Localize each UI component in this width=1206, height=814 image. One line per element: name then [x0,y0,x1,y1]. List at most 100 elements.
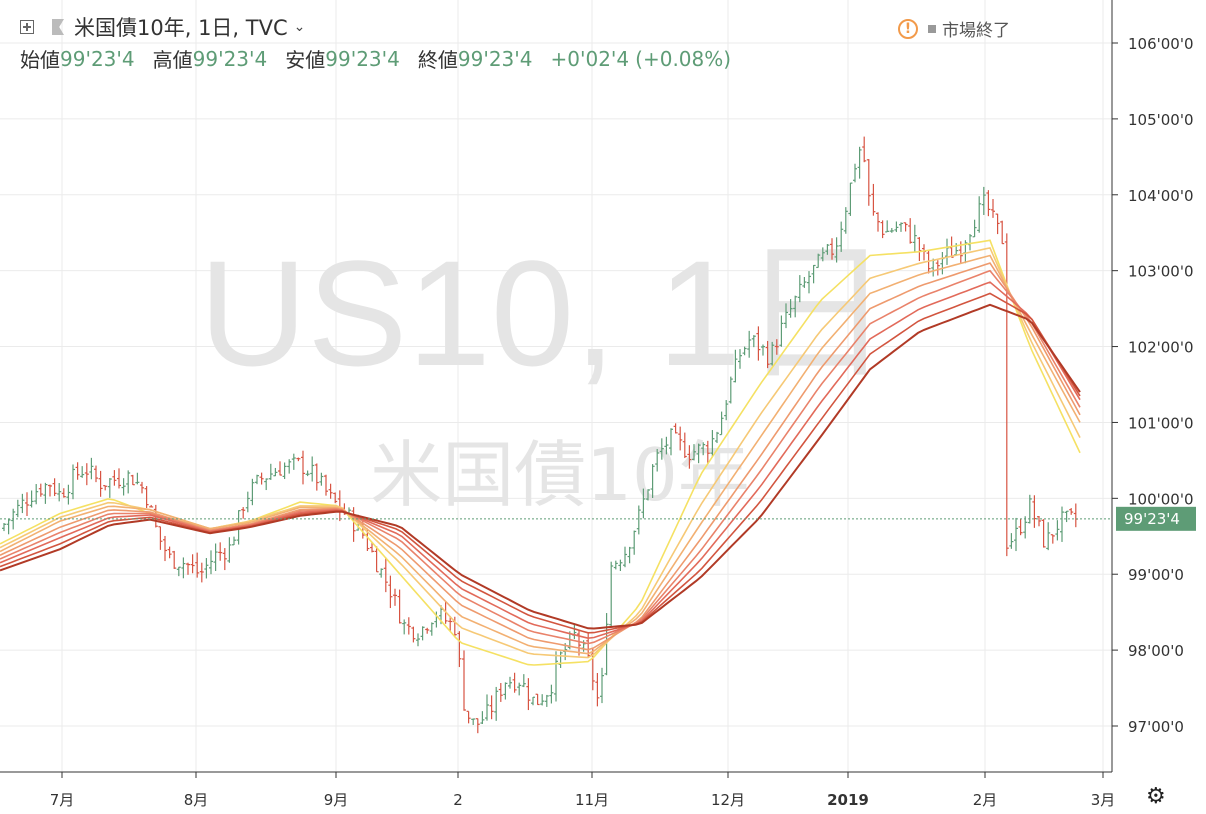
ohlc-bar [761,344,765,356]
ma-line [0,269,1081,645]
ohlc-bar [627,546,632,564]
ohlc-bar [383,557,388,593]
symbol-title[interactable]: 米国債10年, 1日, TVC [74,16,288,40]
y-tick-label: 98'00'0 [1128,642,1184,660]
ohlc-bar [222,548,227,571]
ohlc-bar [623,546,627,568]
ohlc-bar [204,558,209,579]
ohlc-bar [218,542,223,561]
ohlc-bar [52,478,57,497]
flag-icon[interactable] [52,19,64,35]
warning-icon[interactable]: ! [898,18,918,39]
ohlc-bar [903,222,908,232]
ohlc-bar [816,253,821,269]
ohlc-bar [98,470,103,497]
ohlc-bar [871,183,876,216]
low-value: 99'23'4 [325,46,400,71]
ohlc-bar [692,444,696,461]
price-axis[interactable]: 97'00'0 98'00'0 99'00'0 100'00'0 101'00'0 102… [1112,35,1194,736]
ohlc-bar [554,651,558,702]
ohlc-bar [531,696,535,706]
ohlc-bar [494,686,499,721]
last-price-label: 99'23'4 [1124,510,1180,528]
ohlc-bar [788,299,793,318]
ohlc-bar [701,442,706,456]
ohlc-bar [664,436,669,455]
y-tick-label: 105'00'0 [1128,111,1194,129]
ohlc-bar [232,536,236,546]
ohlc-bar [314,463,319,491]
chevron-down-icon[interactable]: ⌄ [293,19,306,35]
ohlc-bar [669,428,673,456]
ohlc-bar [1073,503,1078,528]
ohlc-bar [981,186,986,215]
ohlc-bar [1069,508,1074,515]
ohlc-bar [779,315,784,347]
ohlc-bar [328,483,333,499]
ma-line [0,281,1081,640]
ohlc-bar [1050,534,1055,544]
last-price-badge: 99'23'4 [1116,506,1196,531]
ohlc-bar [319,472,324,486]
ohlc-bar [172,550,177,569]
status-dot-icon [928,24,936,33]
ohlc-bar [636,505,641,535]
ohlc-bar [632,530,637,555]
ohlc-bar [935,260,940,276]
ohlc-bar [57,483,62,502]
open-label: 始値 [20,48,60,72]
ohlc-bar [176,566,181,577]
ohlc-bar [1041,519,1046,548]
ohlc-bar [517,682,522,696]
ohlc-bar [820,247,825,262]
ohlc-bar [498,682,503,702]
ohlc-bar [540,694,545,706]
ohlc-bar [604,613,609,676]
ohlc-bar [613,560,618,570]
ma-line [0,262,1081,651]
ohlc-bar [351,507,356,542]
market-status-text: 市場終了 [942,21,1010,41]
ohlc-bar [140,481,144,494]
x-tick-label: 3月 [1091,791,1116,809]
ohlc-bar [84,463,89,486]
ohlc-bar [163,535,167,562]
ohlc-bar [986,190,991,217]
close-value: 99'23'4 [457,46,533,71]
ohlc-bar [112,470,117,486]
ohlc-bar [512,672,517,693]
gear-icon[interactable]: ⚙ [1146,784,1166,809]
ohlc-bar [38,483,43,497]
x-tick-label: 9月 [324,791,349,809]
ohlc-bar [48,484,52,497]
ohlc-bar [71,464,75,500]
ohlc-bar [25,492,29,517]
ohlc-bar [241,507,246,519]
ohlc-bar [747,330,752,358]
ohlc-bar [167,546,172,559]
x-tick-label: 2 [453,791,463,809]
ohlc-bar [1064,510,1069,523]
time-axis[interactable]: 7月 8月 9月 2 11月 12月 2019 2月 3月 [50,772,1116,809]
ohlc-bar [1000,220,1005,245]
ohlc-bar [912,224,917,253]
ohlc-bar [650,464,655,498]
ohlc-bar [830,238,834,260]
ohlc-bar [186,562,190,575]
x-tick-label: 7月 [50,791,75,809]
ohlc-bar [673,423,678,434]
expand-icon[interactable] [20,20,34,34]
ohlc-bar [733,349,738,383]
ohlc-bar [425,627,430,634]
ohlc-bar [379,568,384,578]
ohlc-bar [659,438,664,460]
ohlc-bar [402,619,407,635]
ohlc-bar [715,431,719,444]
ohlc-bar [1014,517,1018,552]
ohlc-bar [710,430,715,458]
ohlc-bar [862,136,867,163]
ohlc-bar [471,718,476,725]
ohlc-bar [255,474,259,485]
ohlc-bar [462,650,466,711]
